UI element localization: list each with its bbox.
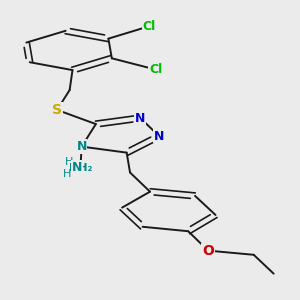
Text: Cl: Cl	[142, 20, 155, 33]
Text: Cl: Cl	[149, 63, 162, 76]
Text: H: H	[63, 169, 71, 179]
Text: N: N	[154, 130, 164, 142]
Text: O: O	[202, 244, 214, 258]
Text: N: N	[76, 140, 87, 153]
Text: H: H	[65, 157, 74, 167]
Text: N: N	[135, 112, 146, 124]
Text: S: S	[52, 103, 62, 117]
Text: NH₂: NH₂	[69, 163, 92, 172]
Text: N: N	[72, 161, 82, 174]
